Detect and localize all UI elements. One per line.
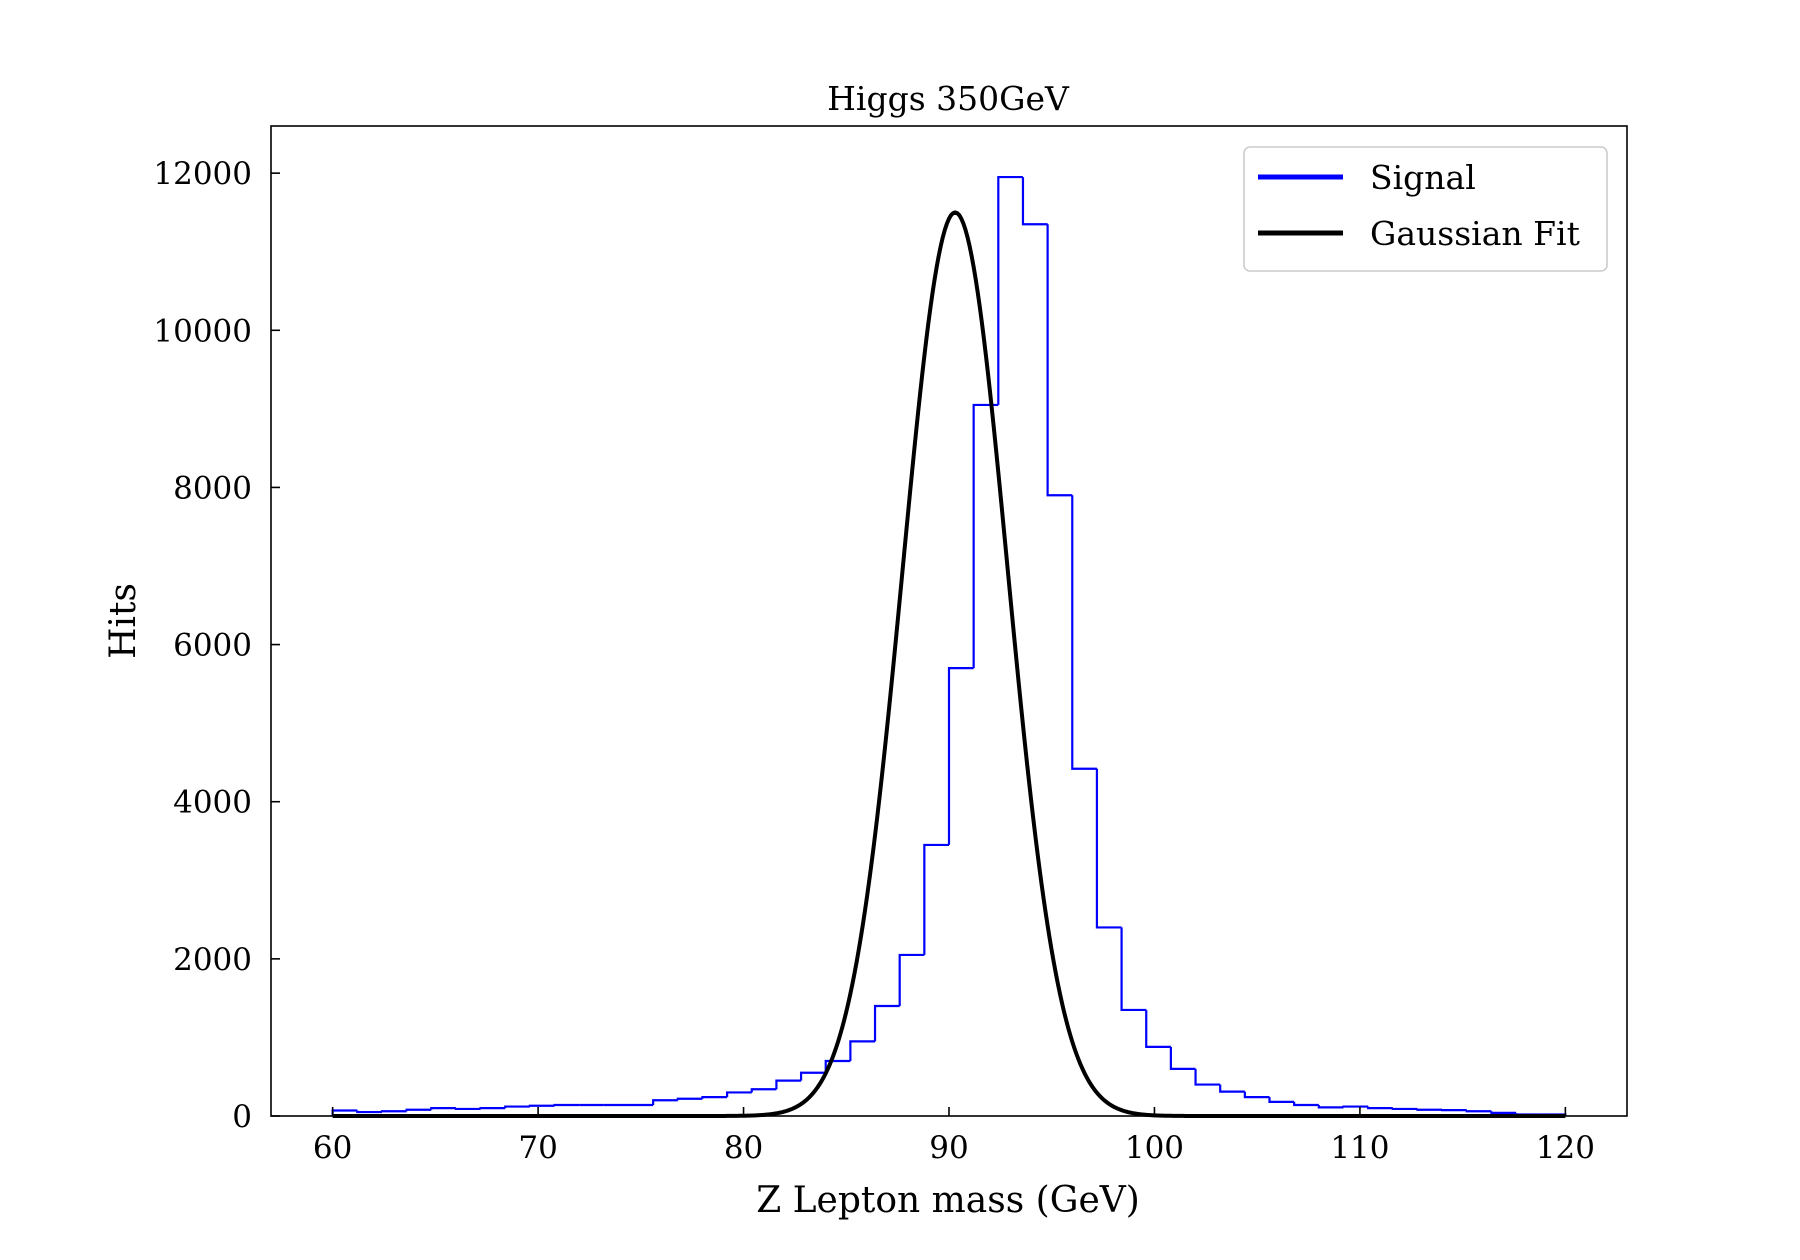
histogram-bin	[430, 1107, 456, 1110]
x-tick-label: 60	[313, 1130, 352, 1166]
histogram-bin	[1243, 1091, 1270, 1099]
legend: Signal Gaussian Fit	[1243, 146, 1608, 272]
histogram-bin	[1391, 1107, 1418, 1111]
histogram-bin	[1194, 1068, 1221, 1086]
x-tick-label: 120	[1536, 1130, 1595, 1166]
y-tick-label: 12000	[153, 156, 252, 192]
histogram-bin	[947, 667, 974, 845]
histogram-bin	[701, 1096, 728, 1099]
histogram-bin	[750, 1088, 777, 1093]
histogram-bin	[1342, 1105, 1369, 1108]
histogram-bin	[405, 1108, 432, 1112]
legend-signal-label: Signal	[1370, 158, 1476, 197]
histogram-bin	[380, 1110, 407, 1113]
x-tick-label: 110	[1330, 1130, 1389, 1166]
histogram-bin	[923, 843, 949, 955]
y-tick-label: 4000	[173, 785, 252, 821]
histogram-bin	[1416, 1108, 1443, 1111]
axes-frame	[270, 125, 1628, 1117]
histogram-bin	[1293, 1101, 1319, 1107]
y-tick-label: 2000	[173, 942, 252, 978]
histogram-bin	[1268, 1097, 1295, 1103]
y-tick-label: 8000	[173, 470, 252, 506]
x-tick-label: 100	[1125, 1130, 1184, 1166]
y-tick-label: 10000	[153, 313, 252, 349]
histogram-bin	[1021, 177, 1048, 226]
histogram-bin	[1120, 927, 1147, 1012]
histogram-bin	[1046, 224, 1073, 497]
axis-ticks: 60 70 80 90 100 110 120 0 2000 4000 6000 8000 10000 1…	[153, 156, 1595, 1166]
histogram-bin	[528, 1104, 555, 1107]
histogram-bin	[1367, 1106, 1393, 1110]
histogram-bin	[1071, 495, 1097, 770]
y-tick-label: 6000	[173, 628, 252, 664]
histogram-bin	[1145, 1009, 1171, 1048]
histogram-bin	[997, 175, 1023, 405]
histogram-bin	[898, 953, 925, 1006]
histogram-bin	[1317, 1105, 1344, 1109]
histogram-bin	[799, 1071, 826, 1081]
histogram-bin	[652, 1099, 678, 1105]
histogram-bin	[1219, 1084, 1245, 1093]
gaussian-fit-curve	[332, 210, 1566, 1118]
y-axis-label: Hits	[103, 583, 144, 659]
histogram-bin	[676, 1097, 703, 1101]
legend-fit-label: Gaussian Fit	[1370, 214, 1580, 253]
chart-title: Higgs 350GeV	[827, 79, 1070, 118]
histogram-bin	[1169, 1046, 1196, 1070]
histogram-bin	[356, 1110, 382, 1114]
x-tick-label: 80	[724, 1130, 763, 1166]
histogram-bin	[479, 1107, 506, 1110]
histogram-bin	[775, 1079, 802, 1090]
histogram-bin	[454, 1107, 481, 1111]
y-tick-label: 0	[232, 1099, 252, 1135]
histogram-bin	[726, 1091, 752, 1098]
histogram-bin	[1490, 1111, 1517, 1114]
x-axis-label: Z Lepton mass (GeV)	[756, 1180, 1140, 1221]
histogram-bin	[553, 1103, 580, 1107]
histogram-bin	[504, 1105, 530, 1109]
x-tick-label: 70	[518, 1130, 557, 1166]
plot-area	[331, 175, 1567, 1118]
histogram-bin	[1095, 768, 1122, 929]
histogram-bin	[873, 1004, 900, 1042]
histogram-bin	[1465, 1110, 1492, 1113]
x-tick-label: 90	[929, 1130, 968, 1166]
histogram-bin	[849, 1040, 876, 1061]
